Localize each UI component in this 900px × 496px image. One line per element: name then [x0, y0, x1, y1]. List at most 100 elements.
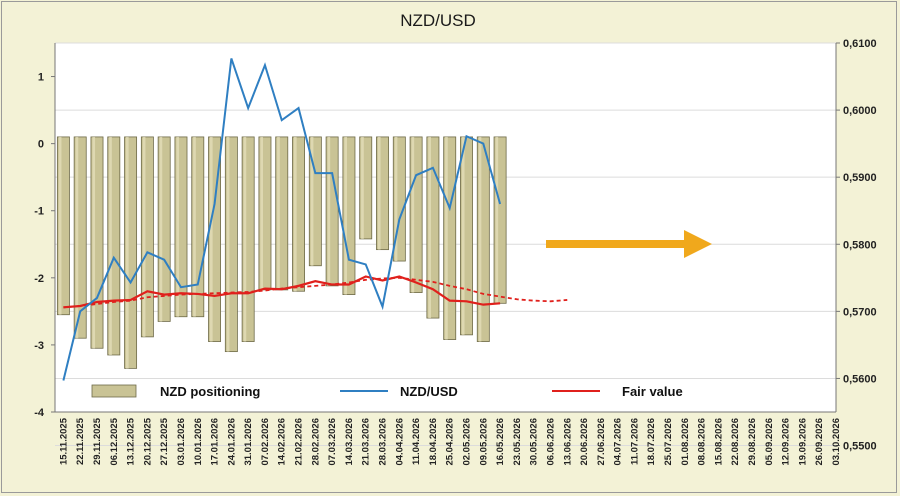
x-tick-label: 14.03.2026	[344, 418, 355, 466]
bar-highlight	[344, 136, 347, 295]
legend-label-positioning: NZD positioning	[160, 384, 260, 399]
x-tick-label: 22.11.2025	[75, 417, 86, 465]
bar-highlight	[176, 136, 180, 317]
right-tick-label: 0,5900	[843, 172, 877, 184]
x-tick-label: 26.09.2026	[814, 418, 825, 466]
bar-highlight	[109, 136, 112, 355]
x-tick-label: 16.05.2026	[495, 418, 506, 466]
x-tick-label: 03.01.2026	[176, 418, 187, 466]
bar-highlight	[142, 136, 146, 337]
forecast-arrow	[546, 230, 712, 258]
x-tick-label: 02.05.2026	[461, 418, 472, 466]
bar-highlight	[478, 136, 482, 342]
x-tick-label: 08.08.2026	[697, 418, 708, 466]
left-tick-label: -3	[34, 340, 44, 352]
bar-highlight	[361, 136, 364, 239]
bar-highlight	[377, 136, 381, 250]
left-axis-ticks: 1 0 -1 -2 -3 -4	[34, 72, 55, 419]
x-tick-label: 09.05.2026	[478, 418, 489, 466]
bar-highlight	[495, 136, 499, 304]
x-tick-label: 12.09.2026	[781, 418, 792, 466]
bar-highlight	[327, 136, 331, 286]
axes	[54, 43, 837, 413]
x-tick-label: 27.06.2026	[596, 418, 607, 466]
x-tick-label: 04.07.2026	[613, 418, 624, 466]
bar-highlight	[75, 136, 79, 339]
x-tick-label: 19.09.2026	[797, 418, 808, 466]
x-tick-label: 13.12.2025	[126, 417, 137, 465]
right-tick-label: 0,5700	[843, 306, 877, 318]
x-axis-ticks: 15.11.2025 22.11.2025 29.11.2025 06.12.2025…	[58, 417, 842, 465]
left-tick-label: -1	[34, 206, 44, 218]
arrow-head	[684, 230, 712, 258]
legend: NZD positioning NZD/USD Fair value	[91, 384, 683, 399]
bar-highlight	[92, 136, 96, 349]
x-tick-label: 29.11.2025	[92, 417, 103, 465]
bar-highlight	[159, 136, 163, 322]
x-tick-label: 21.03.2026	[361, 418, 372, 466]
x-tick-label: 04.04.2026	[394, 418, 405, 466]
x-tick-label: 05.09.2026	[764, 418, 775, 466]
right-tick-label: 0,6100	[843, 38, 877, 50]
right-tick-label: 0,5800	[843, 239, 877, 251]
bar-highlight	[277, 136, 280, 290]
nzdusd-line	[62, 58, 502, 381]
left-tick-label: -4	[34, 407, 45, 419]
legend-label-nzdusd: NZD/USD	[400, 384, 458, 399]
right-tick-label: 0,5500	[843, 441, 877, 453]
x-tick-label: 06.12.2025	[109, 417, 120, 465]
right-tick-label: 0,5600	[843, 373, 877, 385]
x-tick-label: 28.02.2026	[310, 418, 321, 466]
x-tick-label: 07.02.2026	[260, 418, 271, 466]
bar-highlight	[445, 136, 448, 340]
x-tick-label: 29.08.2026	[747, 418, 758, 466]
chart-title: NZD/USD	[400, 11, 476, 30]
x-tick-label: 28.03.2026	[378, 418, 389, 466]
x-tick-label: 10.01.2026	[193, 418, 204, 466]
x-tick-label: 13.06.2026	[562, 418, 573, 466]
x-tick-label: 20.06.2026	[579, 418, 590, 466]
x-tick-label: 11.07.2026	[629, 418, 640, 465]
x-tick-label: 18.07.2026	[646, 418, 657, 466]
x-tick-label: 27.12.2025	[159, 417, 170, 465]
x-tick-label: 11.04.2026	[411, 418, 422, 465]
legend-label-fair-value: Fair value	[622, 384, 683, 399]
bar-highlight	[58, 136, 62, 315]
left-tick-label: 0	[38, 139, 44, 151]
bar-highlight	[243, 136, 247, 342]
x-tick-label: 22.08.2026	[730, 418, 741, 466]
x-tick-label: 18.04.2026	[428, 418, 439, 466]
bar-highlight	[411, 136, 415, 293]
bar-highlight	[260, 136, 264, 290]
x-tick-label: 25.07.2026	[663, 418, 674, 466]
price-lines	[62, 58, 502, 381]
fair-value-lines	[63, 275, 568, 309]
left-tick-label: 1	[38, 72, 44, 84]
bar-highlight	[461, 136, 465, 335]
x-tick-label: 25.04.2026	[445, 418, 456, 466]
x-tick-label: 01.08.2026	[680, 418, 691, 466]
x-tick-label: 15.08.2026	[713, 418, 724, 466]
fair-value-forecast-line	[63, 276, 568, 309]
right-axis-ticks: 0,6100 0,6000 0,5900 0,5800 0,5700 0,5600 0,55…	[836, 38, 877, 453]
x-tick-label: 20.12.2025	[142, 417, 153, 465]
bar-highlight	[209, 136, 213, 342]
x-tick-label: 31.01.2026	[243, 418, 254, 466]
x-tick-label: 17.01.2026	[210, 418, 221, 466]
legend-bar-swatch	[91, 384, 137, 398]
right-tick-label: 0,6000	[843, 105, 877, 117]
x-tick-label: 03.10.2026	[831, 418, 842, 466]
x-tick-label: 06.06.2026	[545, 418, 556, 466]
bar-highlight	[394, 136, 398, 262]
x-tick-label: 14.02.2026	[277, 418, 288, 466]
left-tick-label: -2	[34, 273, 44, 285]
x-tick-label: 30.05.2026	[529, 418, 540, 466]
x-tick-label: 23.05.2026	[512, 418, 523, 466]
bar-highlight	[193, 136, 196, 317]
x-tick-label: 21.02.2026	[294, 418, 305, 466]
bar-highlight	[293, 136, 297, 292]
bar-highlight	[310, 136, 314, 266]
bar-highlight	[226, 136, 230, 352]
